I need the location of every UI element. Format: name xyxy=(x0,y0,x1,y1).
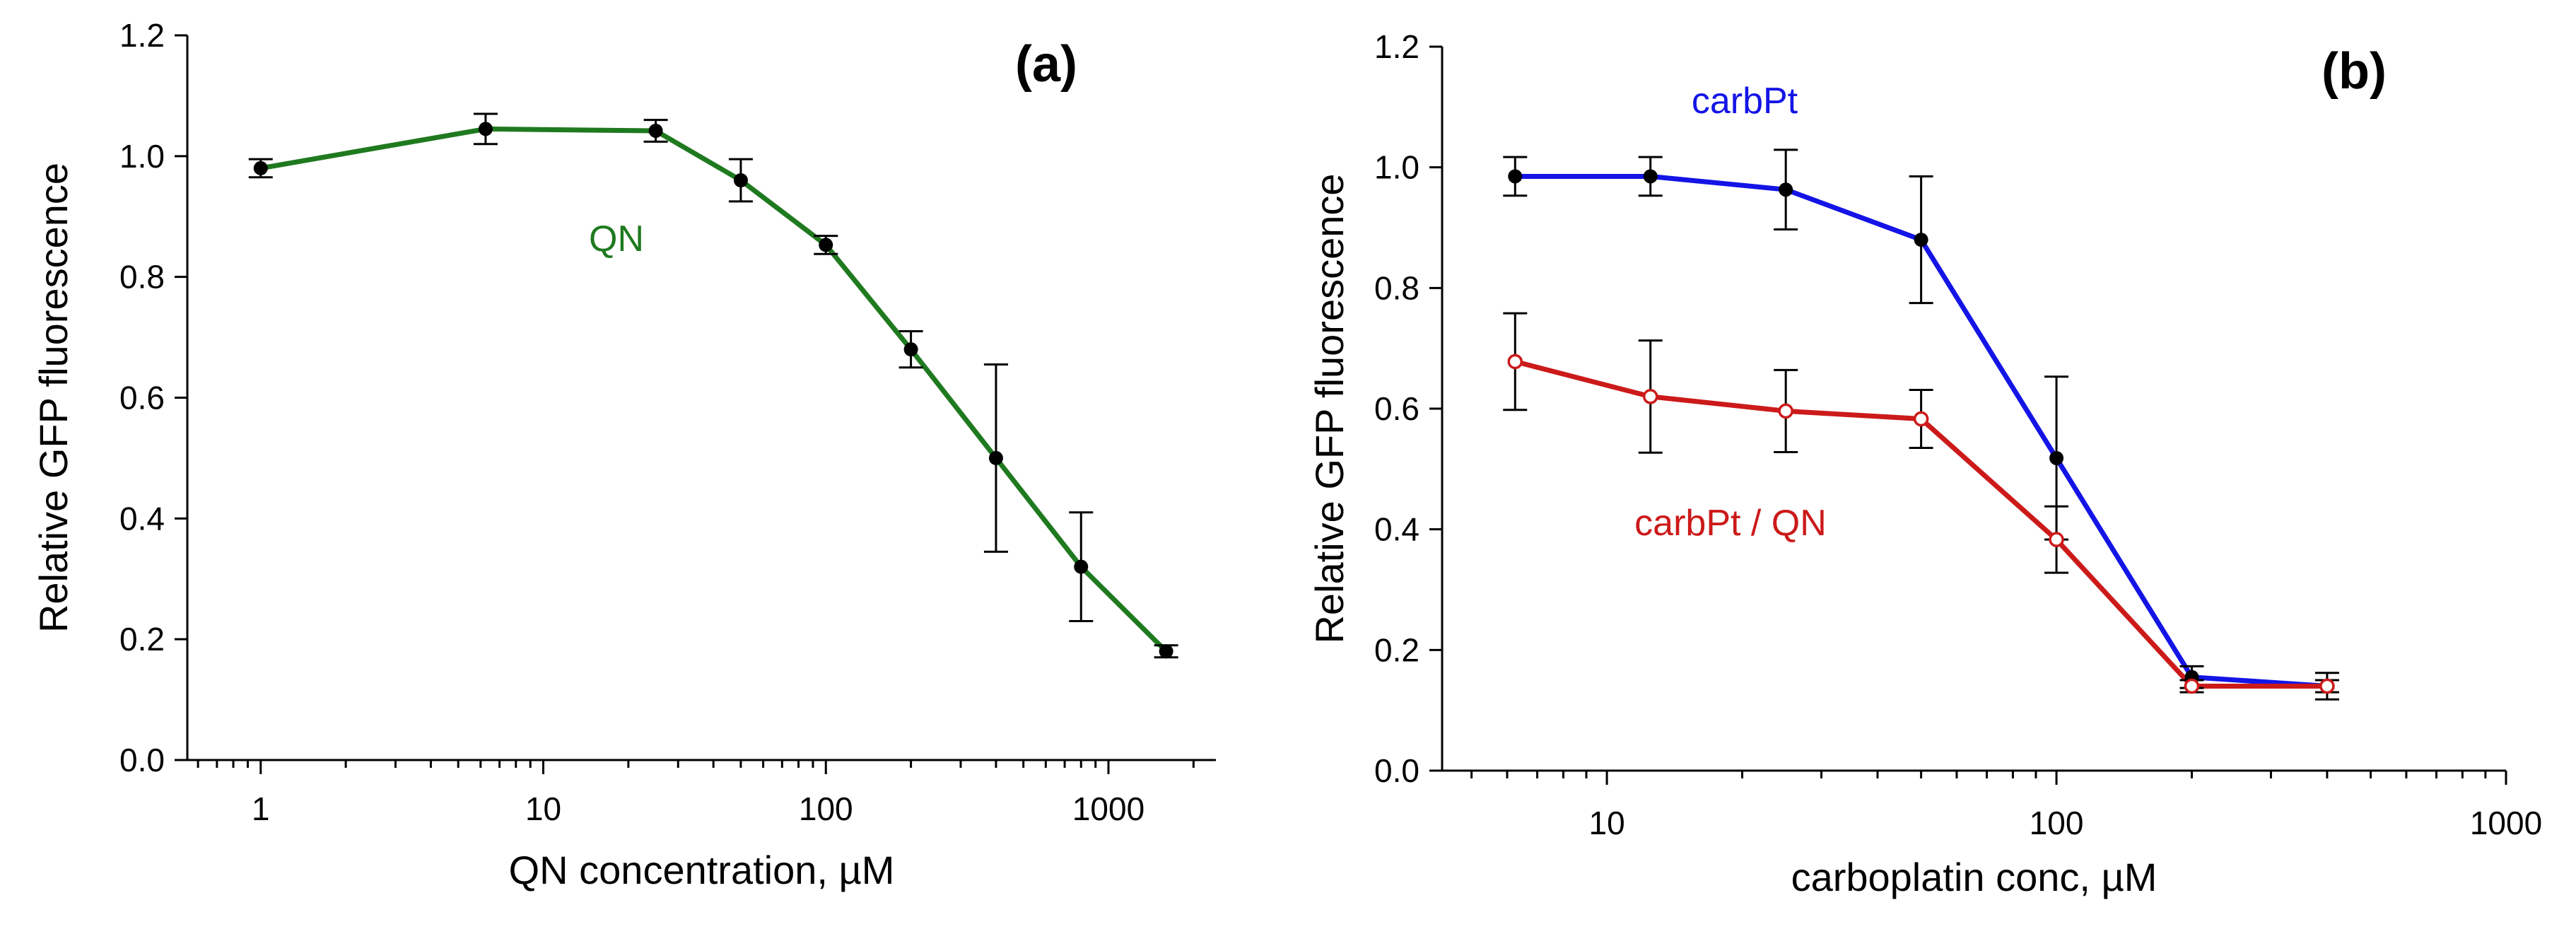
panel-b-data-point xyxy=(1508,169,1523,184)
panel-a-y-tick-label: 0.0 xyxy=(119,742,165,778)
panel-b-x-axis-title: carboplatin conc, µM xyxy=(1791,855,2158,899)
panel-a-data-point xyxy=(478,122,493,136)
panel-a-data-point xyxy=(903,342,918,357)
panel-b-data-point xyxy=(1913,411,1929,427)
panel-b-data-point xyxy=(1642,389,1658,404)
panel-a-data-point xyxy=(988,450,1003,465)
panel-b-x-tick-label: 10 xyxy=(1589,805,1625,841)
panel-a-data-point xyxy=(819,238,833,252)
panel-b-x-tick-label: 1000 xyxy=(2470,805,2542,841)
panel-a-x-tick-label: 1000 xyxy=(1072,790,1144,827)
panel-b-data-point xyxy=(2049,450,2064,465)
panel-b-data-point xyxy=(1643,169,1658,184)
panel-a-x-tick-label: 1 xyxy=(252,790,270,827)
panel-a-y-axis-title: Relative GFP fluorescence xyxy=(31,163,76,633)
panel-b-y-tick-label: 0.6 xyxy=(1374,390,1419,427)
panel-b-y-tick-label: 0.2 xyxy=(1374,631,1419,668)
panel-b-label: (b) xyxy=(2322,43,2387,100)
panel-a-label: (a) xyxy=(1015,36,1077,93)
panel-b-x-tick-label: 100 xyxy=(2030,805,2084,841)
panel-a-series-label: QN xyxy=(589,218,644,259)
panel-b-y-tick-label: 0.8 xyxy=(1374,269,1419,306)
panel-a-y-tick-label: 0.2 xyxy=(119,621,165,658)
panel-b-y-tick-label: 0.4 xyxy=(1374,511,1419,548)
panel-a-series-line xyxy=(258,126,1169,654)
panel-b-data-point xyxy=(1779,182,1793,197)
panel-a-data-point xyxy=(1159,644,1173,659)
panel-b-series-label: carbPt xyxy=(1692,81,1798,122)
panel-a-y-tick-label: 0.8 xyxy=(119,259,165,296)
panel-a-x-tick-label: 100 xyxy=(799,790,853,827)
panel-b-data-point xyxy=(2184,678,2200,694)
panel-a-y-tick-label: 0.6 xyxy=(119,380,165,416)
panel-b-y-axis-title: Relative GFP fluorescence xyxy=(1307,173,1352,643)
panel-b-data-point xyxy=(2049,532,2064,547)
panel-a-x-tick-label: 10 xyxy=(525,790,561,827)
panel-a-y-tick-label: 1.0 xyxy=(119,138,165,175)
panel-b-chart: 0.0 0.2 0.4 0.6 0.8 1.0 1.2 10 100 1000 Relative G… xyxy=(1307,28,2542,899)
panel-a-chart: 0.0 0.2 0.4 0.6 0.8 1.0 1.2 1 10 100 1000 Relative … xyxy=(31,17,1216,892)
panel-b-data-point xyxy=(2319,678,2335,694)
panel-b-y-tick-label: 1.2 xyxy=(1374,28,1419,65)
panel-a-data-point xyxy=(733,173,748,187)
panel-b-y-tick-label: 0.0 xyxy=(1374,752,1419,789)
panel-a-data-point xyxy=(253,160,268,175)
panel-a-data-point xyxy=(648,123,663,138)
panel-b-y-tick-label: 1.0 xyxy=(1374,149,1419,186)
panel-b-data-point xyxy=(1914,233,1928,247)
panel-b-data-point xyxy=(1778,403,1793,419)
panel-a-data-point xyxy=(1074,559,1089,574)
panel-a-y-tick-label: 0.4 xyxy=(119,500,165,537)
panel-b-data-point xyxy=(1507,354,1523,370)
panel-a-y-tick-label: 1.2 xyxy=(119,17,165,54)
panel-b-series-label: carbPt / QN xyxy=(1634,503,1827,544)
panel-a-x-axis-title: QN concentration, µM xyxy=(509,848,895,892)
